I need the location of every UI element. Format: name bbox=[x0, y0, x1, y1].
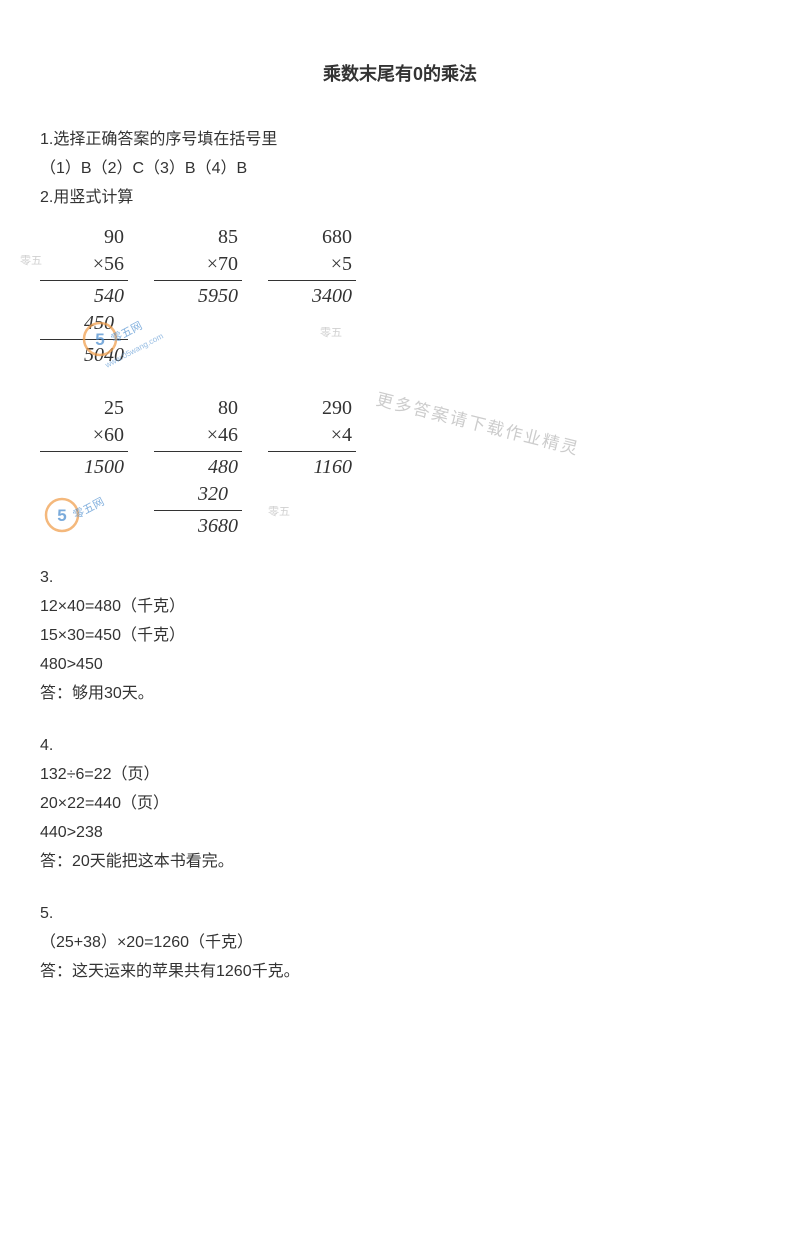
calc-partial: 480 bbox=[154, 454, 242, 481]
calc-operand: 90 bbox=[40, 224, 128, 251]
calc-result: 1160 bbox=[268, 454, 356, 481]
calc-operand: ×70 bbox=[154, 251, 242, 278]
answer-line: （25+38）×20=1260（千克） bbox=[40, 929, 760, 958]
calc-block: 90 ×56 540 450 5040 bbox=[40, 224, 128, 369]
answer-line: 132÷6=22（页） bbox=[40, 761, 760, 790]
answer-line: 答：这天运来的苹果共有1260千克。 bbox=[40, 958, 760, 987]
answer-line: 20×22=440（页） bbox=[40, 790, 760, 819]
document-page: 乘数末尾有0的乘法 1.选择正确答案的序号填在括号里 （1）B（2）C（3）B（… bbox=[0, 0, 800, 1027]
q-number: 5. bbox=[40, 900, 760, 929]
question-4: 4. 132÷6=22（页） 20×22=440（页） 440>238 答：20… bbox=[40, 732, 760, 876]
question-2: 2.用竖式计算 零五 零五 90 ×56 540 450 5040 85 ×70… bbox=[40, 184, 760, 541]
calc-result: 3680 bbox=[154, 513, 242, 540]
q2-heading: 2.用竖式计算 bbox=[40, 184, 760, 213]
calc-operand: ×4 bbox=[268, 422, 356, 449]
q-number: 3. bbox=[40, 564, 760, 593]
calc-rule bbox=[268, 451, 356, 452]
answer-line: 480>450 bbox=[40, 651, 760, 680]
calc-result: 1500 bbox=[40, 454, 128, 481]
question-3: 3. 12×40=480（千克） 15×30=450（千克） 480>450 答… bbox=[40, 564, 760, 708]
answer-line: 440>238 bbox=[40, 819, 760, 848]
page-title: 乘数末尾有0的乘法 bbox=[40, 60, 760, 86]
calc-partial: 540 bbox=[40, 283, 128, 310]
calc-operand: ×5 bbox=[268, 251, 356, 278]
diagonal-watermark: 更多答案请下载作业精灵 bbox=[374, 385, 583, 460]
calc-operand: ×46 bbox=[154, 422, 242, 449]
calc-operand: 290 bbox=[268, 395, 356, 422]
answer-line: 答：20天能把这本书看完。 bbox=[40, 848, 760, 877]
bg-watermark-text: 零五 bbox=[20, 252, 42, 268]
calc-block: 290 ×4 1160 bbox=[268, 395, 356, 540]
calc-rule bbox=[154, 510, 242, 511]
calc-operand: ×60 bbox=[40, 422, 128, 449]
calc-result: 5950 bbox=[154, 283, 242, 310]
answer-line: 12×40=480（千克） bbox=[40, 593, 760, 622]
calc-result: 3400 bbox=[268, 283, 356, 310]
calc-rule bbox=[40, 339, 128, 340]
calc-operand: 680 bbox=[268, 224, 356, 251]
answer-line: 15×30=450（千克） bbox=[40, 622, 760, 651]
calc-block: 680 ×5 3400 bbox=[268, 224, 356, 369]
calc-partial: 450 bbox=[40, 310, 128, 337]
calc-row-2: 25 ×60 1500 80 ×46 480 320 3680 290 ×4 1… bbox=[40, 395, 760, 540]
calc-operand: 85 bbox=[154, 224, 242, 251]
calc-operand: 25 bbox=[40, 395, 128, 422]
calc-rule bbox=[154, 280, 242, 281]
calc-block: 85 ×70 5950 bbox=[154, 224, 242, 369]
q1-answers: （1）B（2）C（3）B（4）B bbox=[40, 155, 760, 184]
q1-heading: 1.选择正确答案的序号填在括号里 bbox=[40, 126, 760, 155]
calc-block: 25 ×60 1500 bbox=[40, 395, 128, 540]
q-number: 4. bbox=[40, 732, 760, 761]
question-5: 5. （25+38）×20=1260（千克） 答：这天运来的苹果共有1260千克… bbox=[40, 900, 760, 986]
calc-partial: 320 bbox=[154, 481, 242, 508]
calc-rule bbox=[40, 280, 128, 281]
calc-rule bbox=[154, 451, 242, 452]
calc-operand: 80 bbox=[154, 395, 242, 422]
calc-operand: ×56 bbox=[40, 251, 128, 278]
calc-block: 80 ×46 480 320 3680 bbox=[154, 395, 242, 540]
calc-result: 5040 bbox=[40, 342, 128, 369]
calc-rule bbox=[40, 451, 128, 452]
answer-line: 答：够用30天。 bbox=[40, 680, 760, 709]
question-1: 1.选择正确答案的序号填在括号里 （1）B（2）C（3）B（4）B bbox=[40, 126, 760, 184]
calc-row-1: 零五 零五 90 ×56 540 450 5040 85 ×70 5950 68… bbox=[40, 224, 760, 369]
calc-rule bbox=[268, 280, 356, 281]
